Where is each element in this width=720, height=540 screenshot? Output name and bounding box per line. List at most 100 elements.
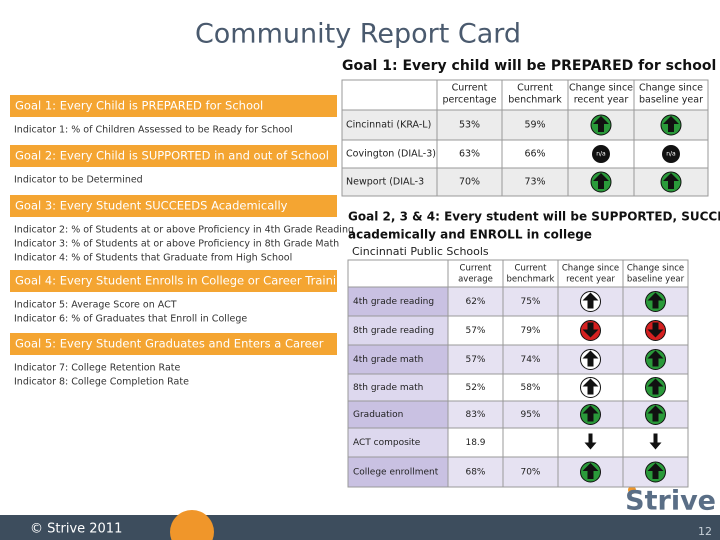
- status-icon: [660, 171, 682, 193]
- status-icon: [649, 433, 662, 450]
- icon-arrow: [647, 378, 664, 395]
- icon-arrow: [582, 322, 599, 338]
- status-icon: [590, 114, 612, 136]
- table-row: [447, 344, 689, 375]
- row-label: Newport (DIAL-3: [346, 177, 424, 188]
- goal-bar: [10, 333, 337, 355]
- column-header: Current: [460, 264, 493, 274]
- icon-arrow: [582, 405, 599, 422]
- column-header: recent year: [566, 275, 615, 285]
- column-header: baseline year: [627, 275, 685, 285]
- row-label-cell: [347, 315, 449, 346]
- icon-arrow: [582, 463, 599, 479]
- indicator: Indicator to be Determined: [14, 175, 143, 186]
- row-label: Cincinnati (KRA-L): [346, 120, 431, 131]
- status-icon: [660, 114, 682, 136]
- status-icon: [580, 461, 601, 483]
- indicator: Indicator 6: % of Graduates that Enroll …: [14, 314, 247, 325]
- row-label: 4th grade math: [353, 355, 423, 365]
- cell: 95%: [520, 410, 540, 420]
- page-number: 12: [698, 525, 712, 538]
- icon-arrow: [582, 292, 599, 309]
- indicator: Indicator 1: % of Children Assessed to b…: [14, 125, 293, 136]
- column-header: Current: [515, 264, 548, 274]
- cell: 57%: [465, 355, 485, 365]
- status-icon: [580, 320, 601, 341]
- cell: 70%: [459, 177, 480, 188]
- icon-arrow: [582, 378, 599, 395]
- cell: 74%: [520, 355, 540, 365]
- cell: 18.9: [465, 438, 485, 448]
- column-header: percentage: [442, 95, 496, 106]
- indicator: Indicator 7: College Retention Rate: [14, 363, 180, 374]
- icon-label: n/a: [596, 151, 606, 158]
- table-subtitle: Cincinnati Public Schools: [352, 245, 489, 258]
- status-icon: [580, 404, 601, 425]
- cell: 52%: [465, 383, 485, 393]
- logo-dot: [628, 486, 636, 494]
- icon-circle: [592, 145, 610, 163]
- row-label: Covington (DIAL-3): [346, 149, 436, 160]
- column-header: Change since: [627, 264, 684, 274]
- cell: 68%: [465, 468, 485, 478]
- indicator: Indicator 3: % of Students at or above P…: [14, 239, 339, 250]
- cell: 57%: [465, 326, 485, 336]
- icon-arrow: [649, 433, 662, 450]
- icon-arrow: [663, 116, 679, 132]
- cell: 70%: [520, 468, 540, 478]
- row-label-cell: [347, 344, 449, 375]
- row-label: 8th grade math: [353, 383, 423, 393]
- row-label: 4th grade reading: [353, 297, 434, 307]
- column-header: Change since: [562, 264, 619, 274]
- indicator: Indicator 4: % of Students that Graduate…: [14, 253, 292, 264]
- indicator: Indicator 2: % of Students at or above P…: [14, 225, 354, 236]
- row-label: 8th grade reading: [353, 326, 434, 336]
- icon-arrow: [663, 173, 679, 189]
- icon-arrow: [647, 405, 664, 422]
- table-title: Goal 1: Every child will be PREPARED for…: [342, 58, 716, 74]
- icon-arrow: [647, 350, 664, 367]
- goal-heading: Goal 3: Every Student SUCCEEDS Academica…: [15, 199, 288, 213]
- copyright: © Strive 2011: [30, 522, 122, 537]
- column-header: Change since: [639, 83, 703, 94]
- logo: Strive: [625, 486, 716, 517]
- table-row: [341, 167, 709, 197]
- table-title: academically and ENROLL in college: [348, 228, 592, 242]
- cell: 83%: [465, 410, 485, 420]
- cell: 66%: [524, 149, 545, 160]
- cell: 62%: [465, 297, 485, 307]
- indicator: Indicator 8: College Completion Rate: [14, 377, 189, 388]
- cell: 75%: [520, 297, 540, 307]
- icon-arrow: [582, 350, 599, 367]
- goal-heading: Goal 5: Every Student Graduates and Ente…: [15, 337, 324, 351]
- row-label: ACT composite: [353, 438, 421, 448]
- status-icon: [645, 461, 666, 483]
- status-icon: n/a: [662, 145, 680, 163]
- cell: 63%: [459, 149, 480, 160]
- table-row: [341, 139, 709, 169]
- goal-bar: [10, 145, 337, 167]
- status-icon: [645, 404, 666, 425]
- status-icon: n/a: [592, 145, 610, 163]
- column-header: benchmark: [507, 275, 555, 285]
- cell: 79%: [520, 326, 540, 336]
- column-header: Current: [452, 83, 488, 94]
- row-label-cell: [347, 286, 449, 317]
- column-header: Current: [517, 83, 553, 94]
- status-icon: [645, 377, 666, 398]
- cell: 58%: [520, 383, 540, 393]
- status-icon: [590, 171, 612, 193]
- indicator: Indicator 5: Average Score on ACT: [14, 300, 177, 311]
- goal-heading: Goal 1: Every Child is PREPARED for Scho…: [15, 99, 263, 113]
- goal-heading: Goal 4: Every Student Enrolls in College…: [15, 274, 351, 288]
- row-label-cell: [347, 400, 449, 429]
- cell: 59%: [524, 120, 545, 131]
- status-icon: [580, 291, 601, 312]
- footer-bar: [0, 515, 720, 540]
- footer-circle: [170, 510, 214, 540]
- cell: 53%: [459, 120, 480, 131]
- icon-circle: [662, 145, 680, 163]
- status-icon: [584, 433, 597, 450]
- column-header: baseline year: [639, 95, 703, 106]
